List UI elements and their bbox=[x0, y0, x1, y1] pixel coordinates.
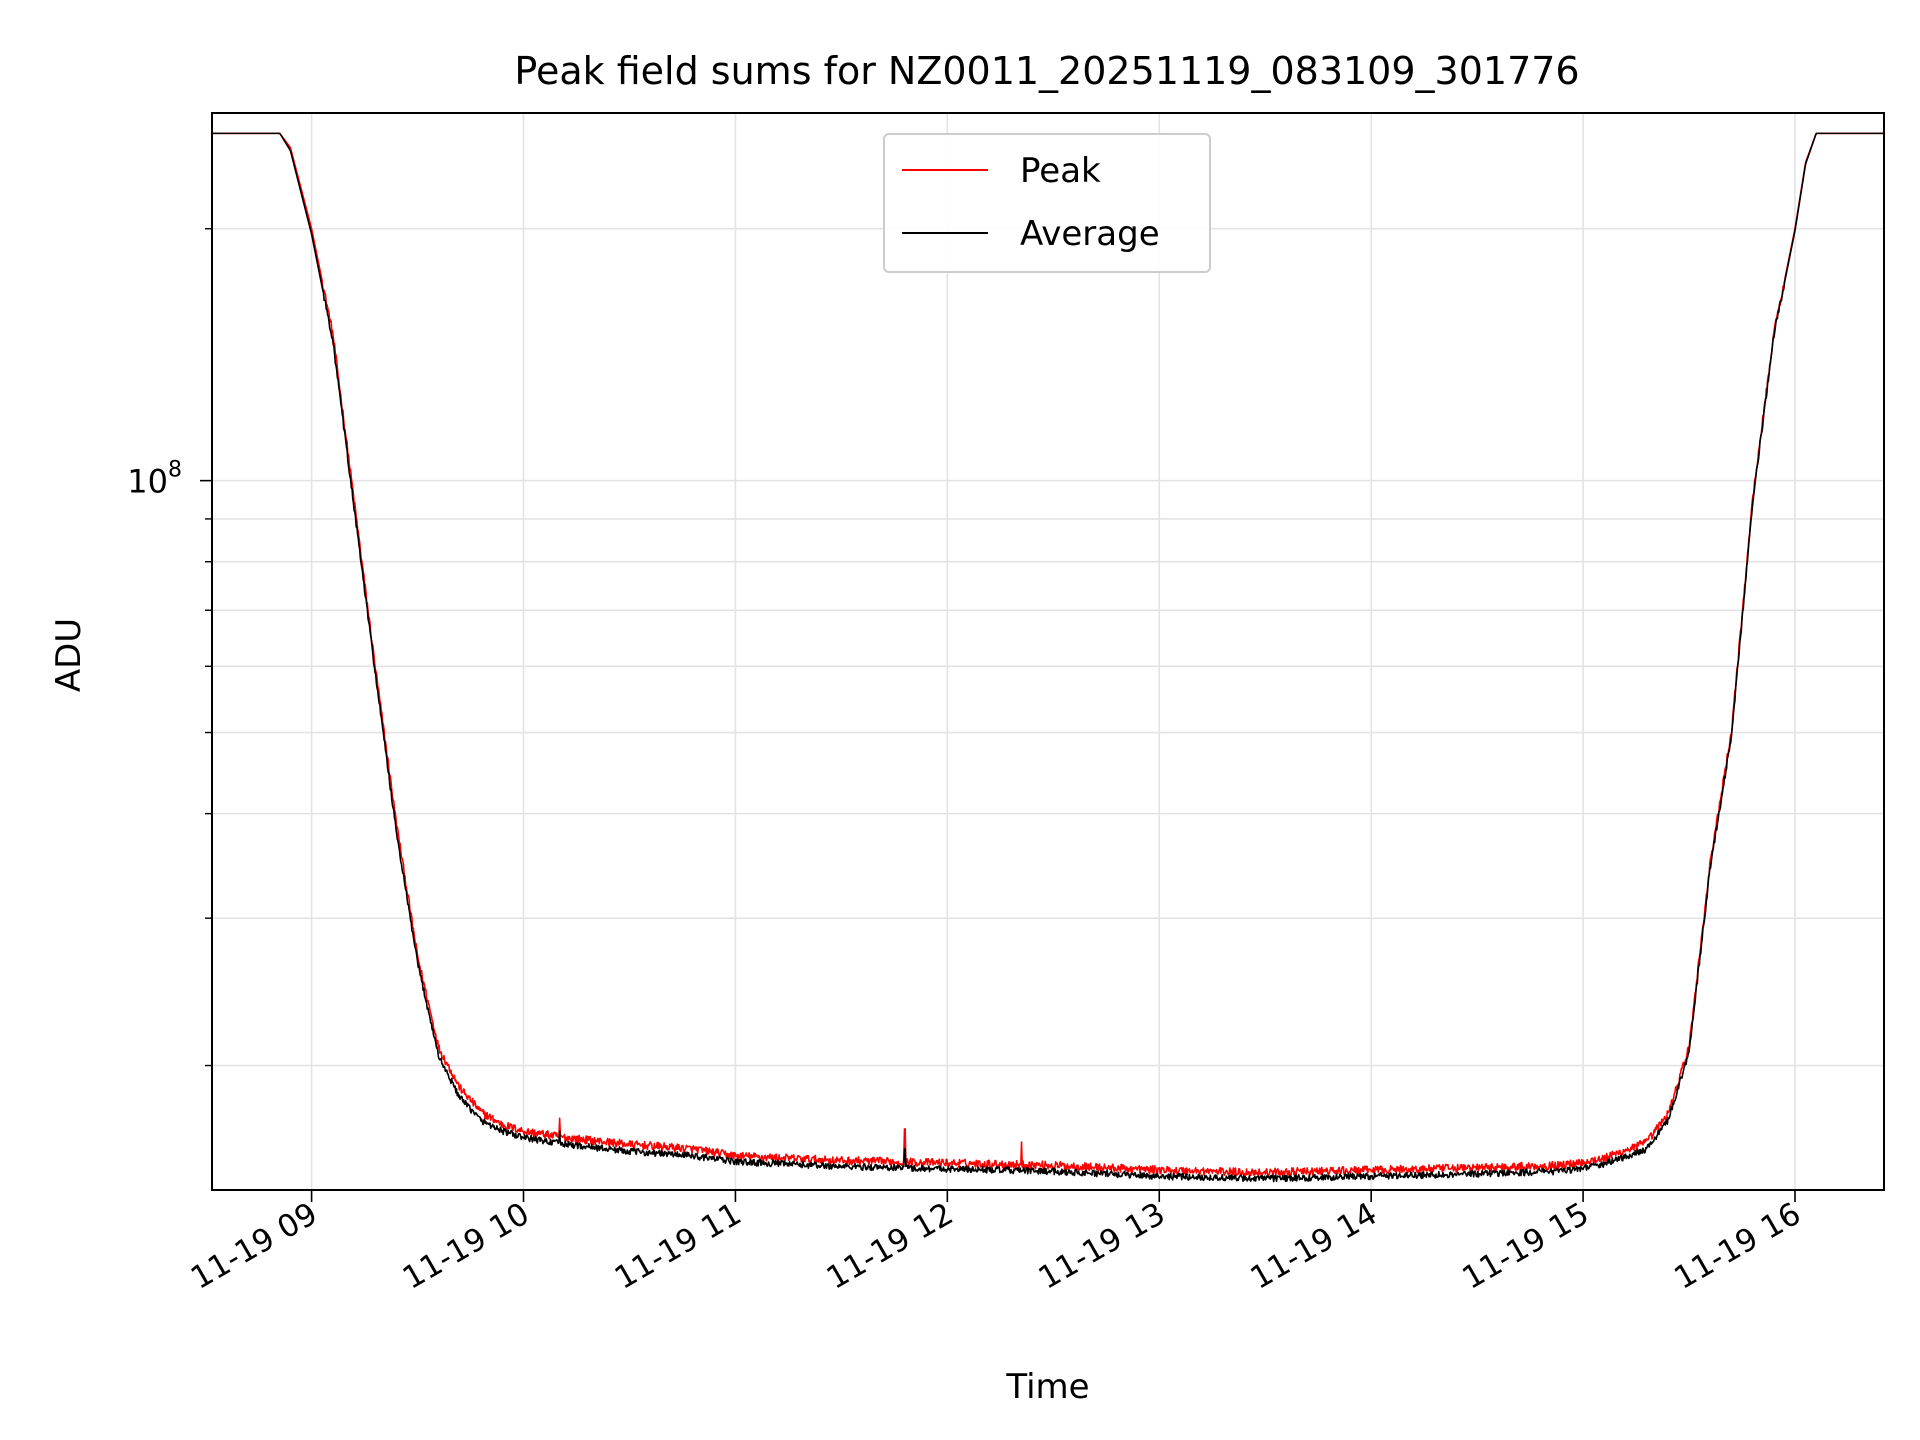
y-axis-label: ADU bbox=[49, 618, 89, 692]
chart-title: Peak field sums for NZ0011_20251119_0831… bbox=[514, 49, 1579, 93]
y-tick-label: 10 bbox=[127, 463, 168, 501]
series-line-average bbox=[212, 132, 1884, 1183]
series-group bbox=[212, 132, 1884, 1183]
grid bbox=[212, 113, 1884, 1190]
legend-label-average: Average bbox=[1020, 214, 1160, 254]
plot-frame bbox=[211, 112, 1885, 1191]
x-axis-label: Time bbox=[1005, 1367, 1089, 1407]
series-line-peak bbox=[212, 132, 1884, 1178]
legend: Peak Average bbox=[883, 133, 1211, 273]
y-tick-label-exponent: 8 bbox=[168, 458, 182, 483]
legend-label-peak: Peak bbox=[1020, 151, 1101, 191]
legend-frame bbox=[883, 133, 1211, 273]
y-tick-label-base: 10 bbox=[127, 463, 168, 501]
